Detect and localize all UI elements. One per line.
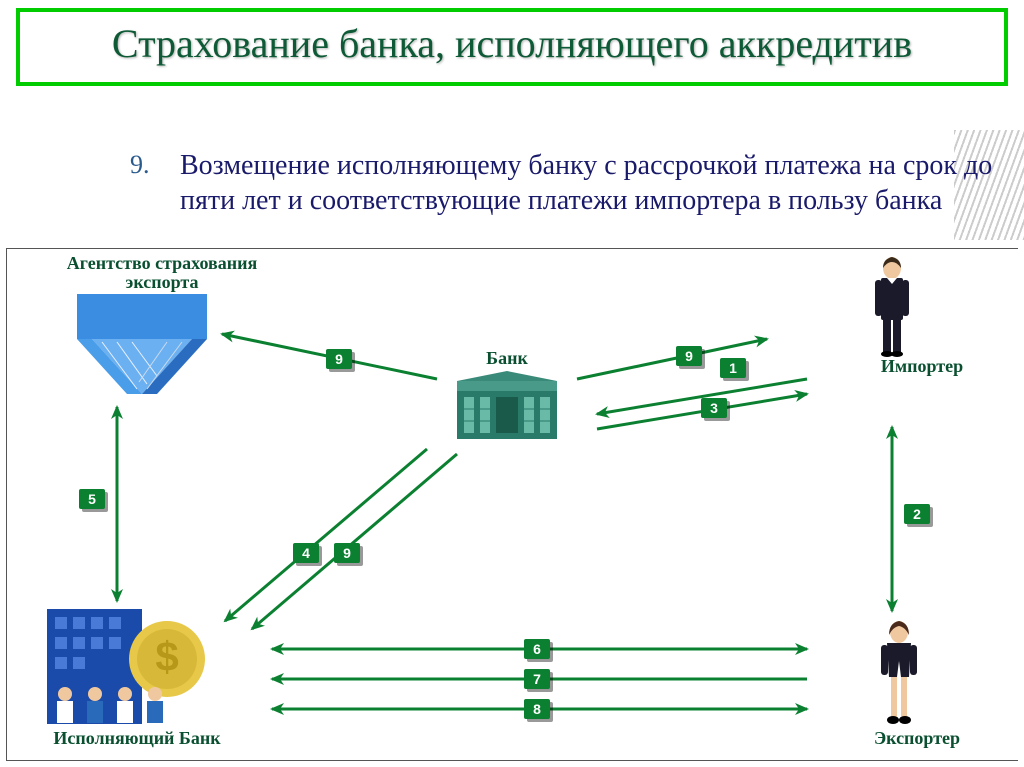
badge-9-diag: 9 (334, 543, 363, 566)
badge-6: 6 (524, 639, 553, 662)
svg-text:$: $ (155, 633, 178, 680)
bank-icon (452, 369, 562, 449)
exporter-icon (867, 619, 932, 732)
svg-text:5: 5 (88, 491, 96, 507)
badge-4: 4 (293, 543, 322, 566)
badge-7: 7 (524, 669, 553, 692)
badge-2: 2 (904, 504, 933, 527)
badge-3: 3 (701, 398, 730, 421)
badge-8: 8 (524, 699, 553, 722)
svg-text:2: 2 (913, 506, 921, 522)
svg-text:6: 6 (533, 641, 541, 657)
label-agency: Агентство страхованияэкспорта (47, 254, 277, 292)
svg-text:3: 3 (710, 400, 718, 416)
title-box: Страхование банка, исполняющего аккредит… (16, 8, 1008, 86)
step-description: Возмещение исполняющему банку с рассрочк… (180, 148, 1014, 218)
svg-text:9: 9 (343, 545, 351, 561)
badge-1: 1 (720, 358, 749, 381)
flow-diagram: Агентство страхованияэкспорта Банк Импор… (6, 248, 1018, 761)
label-bank: Банк (467, 349, 547, 368)
step-number: 9. (130, 150, 150, 180)
badge-9-tl: 9 (326, 349, 355, 372)
svg-text:9: 9 (335, 351, 343, 367)
svg-text:1: 1 (729, 360, 737, 376)
svg-text:8: 8 (533, 701, 541, 717)
badge-9-tr: 9 (676, 346, 705, 369)
page-title: Страхование банка, исполняющего аккредит… (40, 22, 984, 66)
svg-text:4: 4 (302, 545, 310, 561)
badge-5: 5 (79, 489, 108, 512)
building-icon (77, 294, 207, 404)
importer-icon (857, 254, 927, 364)
exec-bank-icon: $ (47, 609, 222, 734)
svg-text:7: 7 (533, 671, 541, 687)
svg-text:9: 9 (685, 348, 693, 364)
